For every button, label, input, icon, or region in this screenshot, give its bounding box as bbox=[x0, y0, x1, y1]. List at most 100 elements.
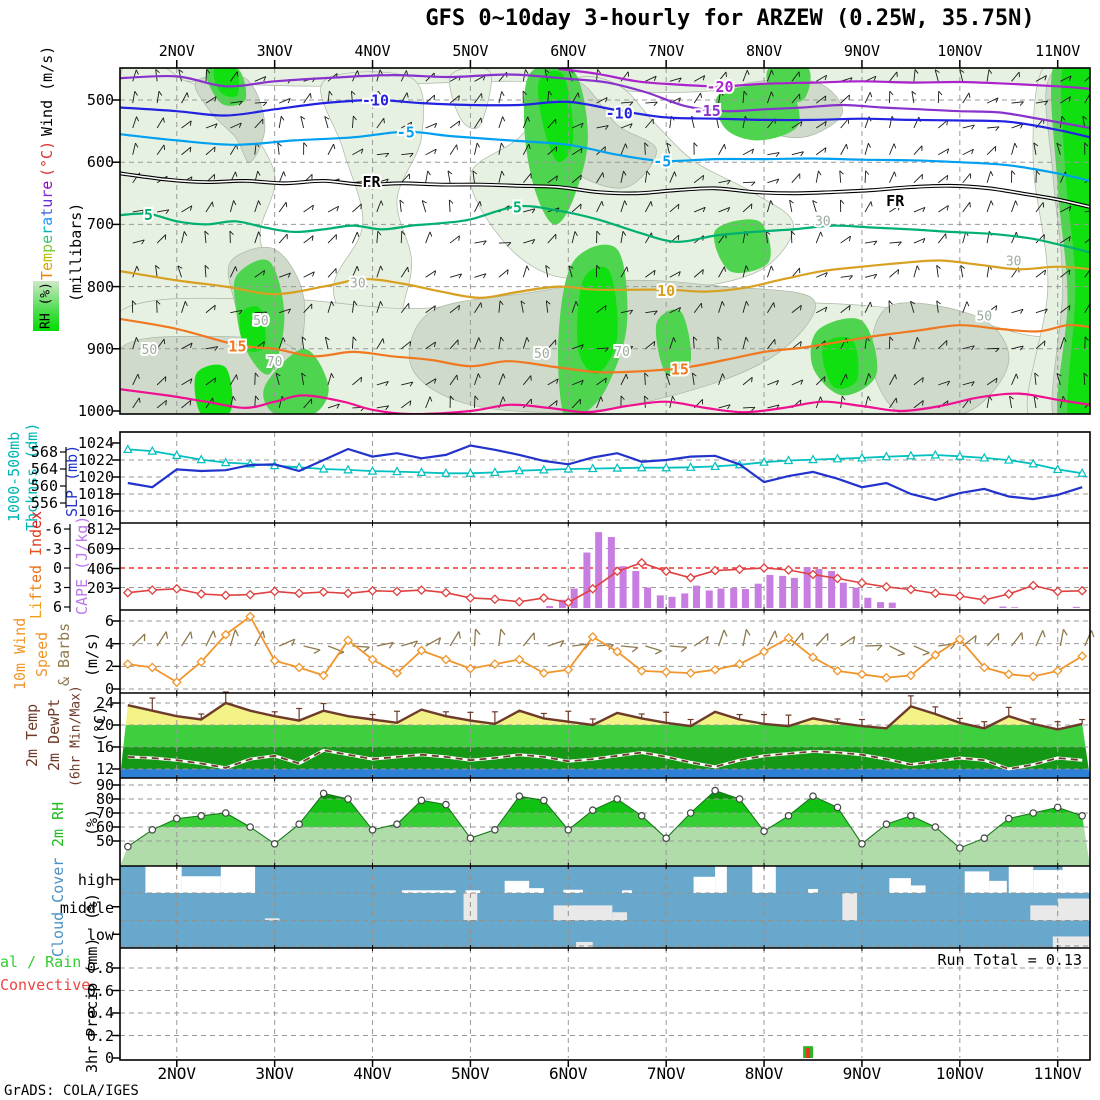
date-label-bottom: 4NOV bbox=[353, 1064, 392, 1083]
tick-label: 20 bbox=[95, 716, 114, 734]
panel-slp-thickness bbox=[120, 432, 1090, 523]
panel-upper-air: -20 -15 -10 -10 -5 -5 FR FR 5 5 10 15 15 30 50 50 70 30 70… bbox=[120, 68, 1090, 414]
tick-label: 500 bbox=[86, 91, 114, 109]
date-label-bottom: 2NOV bbox=[157, 1064, 197, 1083]
svg-text:5: 5 bbox=[513, 199, 522, 217]
svg-text:10: 10 bbox=[657, 282, 675, 300]
date-label-top: 10NOV bbox=[937, 42, 983, 60]
date-label-top: 2NOV bbox=[158, 42, 195, 60]
date-label-bottom: 10NOV bbox=[935, 1064, 984, 1083]
tick-label: 4 bbox=[104, 634, 114, 653]
svg-text:5: 5 bbox=[144, 206, 153, 224]
date-label-bottom: 9NOV bbox=[842, 1064, 882, 1083]
credit-text: GrADS: COLA/IGES bbox=[4, 1083, 139, 1099]
tick-label: 0.2 bbox=[86, 1026, 114, 1045]
tick-label: -6 bbox=[43, 520, 62, 538]
tick-label: 564 bbox=[30, 460, 58, 478]
precip-convective-label: Convective bbox=[0, 976, 91, 994]
tick-label: 24 bbox=[95, 694, 114, 712]
tick-label: 0.8 bbox=[86, 959, 114, 977]
tick-label: 70 bbox=[95, 804, 114, 822]
tick-label: 1016 bbox=[77, 502, 114, 520]
tick-label: 900 bbox=[86, 339, 114, 358]
svg-text:-20: -20 bbox=[706, 78, 733, 96]
tick-label: 568 bbox=[30, 443, 58, 461]
tick-label: 812 bbox=[86, 520, 114, 538]
panel-cloud-cover bbox=[120, 866, 1090, 948]
svg-text:15: 15 bbox=[228, 337, 246, 355]
tick-label: 6 bbox=[104, 612, 114, 631]
date-label-top: 8NOV bbox=[745, 42, 783, 60]
date-label-top: 6NOV bbox=[550, 42, 587, 60]
tick-label: 50 bbox=[95, 832, 114, 850]
svg-text:30: 30 bbox=[350, 276, 366, 291]
svg-text:-5: -5 bbox=[653, 153, 671, 171]
tick-label: 2 bbox=[104, 657, 114, 676]
date-label-top: 11NOV bbox=[1035, 42, 1081, 60]
svg-text:50: 50 bbox=[142, 343, 158, 358]
tick-label: 3 bbox=[52, 578, 62, 597]
svg-text:70: 70 bbox=[614, 345, 630, 360]
tick-label: 0.6 bbox=[86, 981, 114, 1000]
tick-label: 203 bbox=[86, 579, 114, 598]
tick-label: 609 bbox=[86, 539, 114, 558]
svg-text:-5: -5 bbox=[397, 123, 415, 141]
tick-label: 556 bbox=[30, 494, 58, 512]
svg-text:50: 50 bbox=[253, 314, 269, 329]
tick-label: 0 bbox=[52, 559, 62, 577]
tick-label: 0 bbox=[104, 1049, 114, 1067]
svg-text:30: 30 bbox=[815, 214, 831, 229]
date-label-bottom: 7NOV bbox=[646, 1064, 686, 1083]
tick-label: 90 bbox=[95, 776, 114, 794]
panel-t2m bbox=[120, 691, 1090, 778]
svg-text:-10: -10 bbox=[362, 92, 389, 110]
svg-text:15: 15 bbox=[671, 360, 689, 378]
date-label-bottom: 8NOV bbox=[744, 1064, 784, 1083]
panel-rh2m bbox=[120, 778, 1090, 866]
tick-label: 6 bbox=[52, 598, 62, 616]
svg-text:50: 50 bbox=[534, 347, 550, 362]
panel-li-cape bbox=[120, 523, 1090, 610]
precip-rain-label: al / Rain bbox=[0, 953, 82, 971]
cloud-row-label: low bbox=[86, 926, 114, 944]
date-label-top: 5NOV bbox=[452, 42, 489, 60]
tick-label: 16 bbox=[95, 738, 114, 756]
tick-label: 1000 bbox=[77, 402, 114, 420]
date-label-top: 4NOV bbox=[354, 42, 391, 60]
date-label-top: 7NOV bbox=[648, 42, 685, 60]
tick-label: 0.4 bbox=[86, 1004, 114, 1022]
svg-text:50: 50 bbox=[976, 309, 992, 324]
svg-text:-15: -15 bbox=[694, 102, 721, 120]
tick-label: 1022 bbox=[77, 451, 114, 469]
tick-label: 560 bbox=[30, 477, 58, 495]
svg-text:-10: -10 bbox=[606, 105, 633, 123]
page-title: GFS 0~10day 3-hourly for ARZEW (0.25W, 3… bbox=[425, 6, 1035, 31]
panel-precip bbox=[120, 948, 1090, 1058]
cloud-row-label: high bbox=[77, 871, 114, 889]
svg-text:70: 70 bbox=[267, 355, 283, 370]
tick-label: 80 bbox=[95, 790, 114, 808]
svg-text:30: 30 bbox=[1006, 255, 1022, 270]
tick-label: 1018 bbox=[77, 485, 114, 503]
tick-label: -3 bbox=[43, 539, 62, 558]
run-total-text: Run Total = 0.13 bbox=[937, 951, 1083, 969]
panel-wind10m bbox=[120, 610, 1095, 693]
date-label-top: 3NOV bbox=[256, 42, 293, 60]
cloud-row-label: middle bbox=[59, 898, 114, 917]
tick-label: 1024 bbox=[77, 434, 114, 452]
tick-label: 0 bbox=[104, 680, 114, 698]
date-label-bottom: 3NOV bbox=[255, 1064, 294, 1083]
date-label-bottom: 11NOV bbox=[1033, 1064, 1082, 1083]
date-label-bottom: 6NOV bbox=[549, 1064, 588, 1083]
tick-label: 1020 bbox=[77, 468, 114, 486]
svg-text:FR: FR bbox=[886, 192, 905, 210]
tick-label: 60 bbox=[95, 818, 114, 836]
tick-label: 700 bbox=[86, 215, 114, 234]
tick-label: 600 bbox=[86, 153, 114, 172]
tick-label: 12 bbox=[95, 760, 114, 778]
tick-label: 800 bbox=[86, 277, 114, 296]
tick-label: 406 bbox=[86, 559, 114, 578]
date-label-bottom: 5NOV bbox=[451, 1064, 490, 1083]
